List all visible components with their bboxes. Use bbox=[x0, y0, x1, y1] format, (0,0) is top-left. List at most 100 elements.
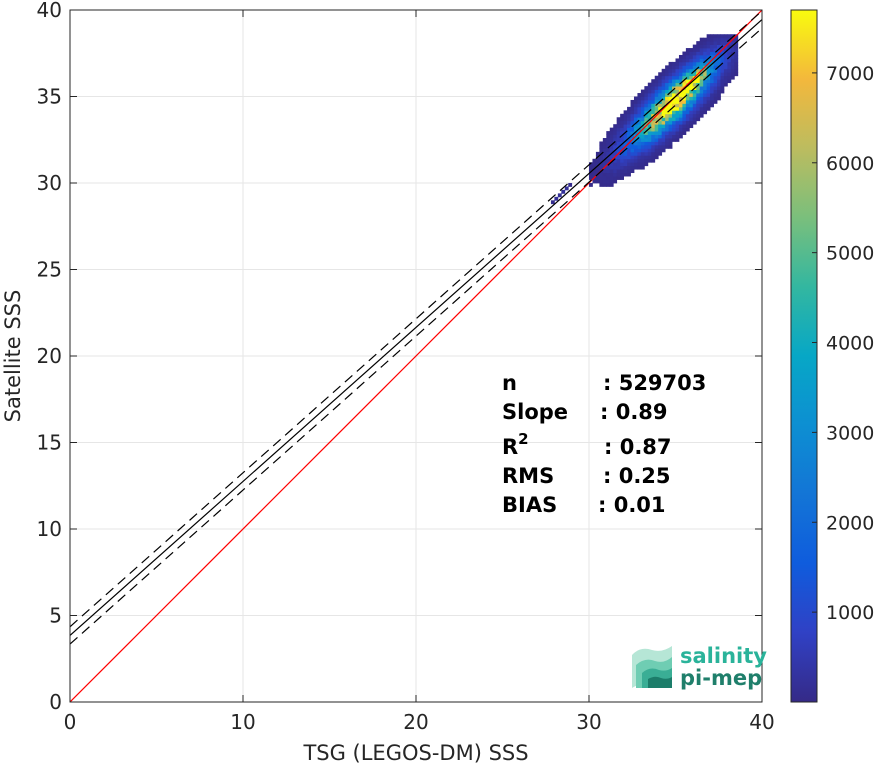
density-cell bbox=[644, 141, 649, 146]
density-cell bbox=[713, 93, 718, 97]
density-cell bbox=[658, 79, 663, 84]
density-cell bbox=[627, 169, 631, 174]
density-cell bbox=[623, 110, 628, 115]
density-cell bbox=[668, 141, 673, 146]
density-cell bbox=[651, 124, 656, 129]
density-cell bbox=[668, 103, 673, 108]
density-cell bbox=[661, 96, 666, 101]
density-cell bbox=[651, 103, 656, 108]
density-cell bbox=[692, 99, 697, 104]
density-cell bbox=[644, 113, 649, 118]
density-cell bbox=[713, 99, 718, 104]
density-cell bbox=[651, 89, 656, 94]
density-cell bbox=[640, 96, 645, 101]
density-cell bbox=[675, 82, 680, 87]
density-cell bbox=[613, 127, 618, 132]
density-cell bbox=[696, 99, 701, 104]
density-cell bbox=[661, 113, 666, 118]
density-cell bbox=[613, 151, 618, 156]
y-tick-label: 35 bbox=[37, 85, 62, 109]
density-cell bbox=[672, 127, 676, 132]
fit-line bbox=[70, 19, 762, 636]
density-cell bbox=[637, 103, 642, 108]
density-cell bbox=[654, 144, 659, 149]
density-cell bbox=[599, 179, 604, 184]
density-cell bbox=[592, 179, 597, 184]
density-cell bbox=[609, 169, 614, 174]
density-cell bbox=[672, 75, 676, 80]
density-cell bbox=[699, 86, 704, 90]
density-cell bbox=[647, 134, 652, 139]
density-cell bbox=[627, 155, 631, 160]
density-cell bbox=[633, 124, 638, 129]
density-cell bbox=[616, 141, 621, 146]
density-cell bbox=[616, 162, 621, 167]
density-cell bbox=[599, 141, 604, 146]
density-cell bbox=[623, 127, 628, 132]
density-cell bbox=[606, 158, 611, 163]
density-cell bbox=[682, 51, 687, 56]
density-cell bbox=[706, 79, 711, 84]
density-cell bbox=[682, 127, 687, 132]
density-cell bbox=[696, 110, 701, 115]
density-cell bbox=[696, 54, 701, 59]
density-cell bbox=[734, 72, 739, 77]
density-cell bbox=[713, 79, 718, 84]
density-cell bbox=[606, 141, 611, 146]
density-cell bbox=[717, 82, 721, 87]
density-cell bbox=[710, 93, 714, 97]
y-axis-ticks: 0 5 10 15 20 25 30 35 40 bbox=[37, 0, 762, 714]
density-cell bbox=[727, 79, 732, 84]
density-cell bbox=[699, 99, 704, 104]
density-cell bbox=[717, 41, 721, 45]
density-cell bbox=[633, 127, 638, 132]
density-cell bbox=[699, 103, 704, 108]
density-cell bbox=[616, 124, 621, 129]
density-cell bbox=[637, 127, 642, 132]
density-cell bbox=[668, 68, 673, 73]
density-cell bbox=[658, 120, 663, 125]
density-cell bbox=[665, 141, 669, 146]
density-cell bbox=[637, 144, 642, 149]
density-cell bbox=[644, 99, 649, 104]
x-tick-label: 30 bbox=[576, 710, 601, 734]
density-cell bbox=[727, 34, 732, 39]
density-cell bbox=[734, 37, 739, 42]
density-cell bbox=[682, 93, 687, 97]
density-cell bbox=[734, 48, 739, 52]
density-cell bbox=[609, 176, 614, 180]
density-cell bbox=[620, 131, 624, 135]
density-cell bbox=[654, 151, 659, 156]
density-cell bbox=[630, 165, 635, 170]
density-cell bbox=[647, 155, 652, 160]
density-cell bbox=[727, 68, 732, 73]
density-cell bbox=[630, 144, 635, 149]
density-cell bbox=[727, 75, 732, 80]
y-tick-label: 15 bbox=[37, 431, 62, 455]
density-cell bbox=[734, 54, 739, 59]
density-cell bbox=[678, 86, 683, 90]
density-cell bbox=[720, 82, 725, 87]
density-cell bbox=[599, 172, 604, 177]
x-axis-label: TSG (LEGOS-DM) SSS bbox=[302, 741, 528, 765]
density-cell bbox=[703, 110, 708, 115]
density-cell bbox=[613, 169, 618, 174]
density-cell bbox=[706, 89, 711, 94]
density-cell bbox=[675, 113, 680, 118]
density-cell bbox=[710, 37, 714, 42]
density-cell bbox=[710, 41, 714, 45]
density-cell bbox=[658, 148, 663, 153]
density-cell bbox=[672, 117, 676, 122]
density-cell bbox=[654, 75, 659, 80]
density-cell bbox=[661, 79, 666, 84]
density-cell bbox=[658, 138, 663, 142]
density-cell bbox=[651, 99, 656, 104]
density-cell bbox=[633, 96, 638, 101]
density-cell bbox=[665, 110, 669, 115]
density-cell bbox=[620, 134, 624, 139]
density-cell bbox=[696, 44, 701, 49]
density-cell bbox=[675, 61, 680, 66]
density-cell bbox=[692, 120, 697, 125]
density-cell bbox=[613, 131, 618, 135]
density-cell bbox=[665, 106, 669, 111]
